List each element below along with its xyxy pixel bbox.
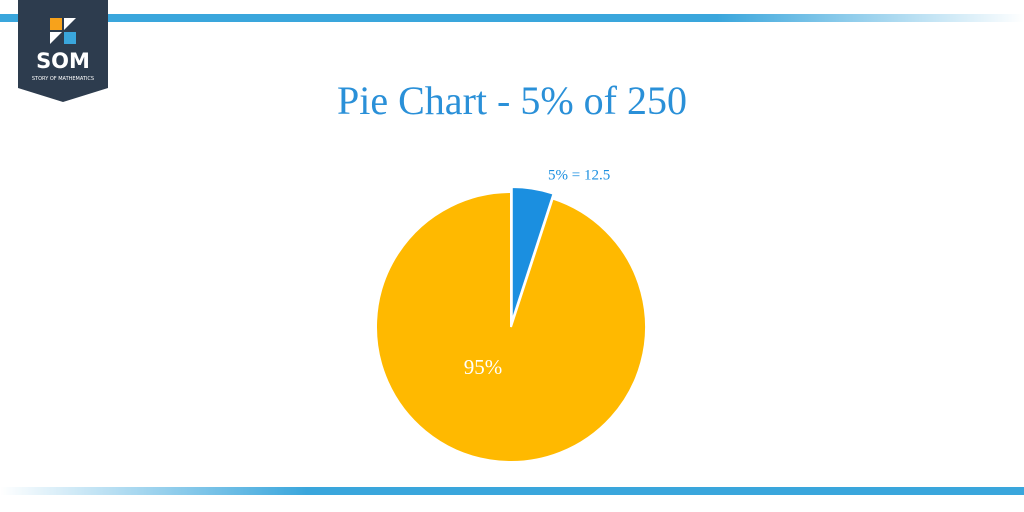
- value-label: 5% = 12.5: [548, 167, 610, 183]
- logo-icon: [50, 32, 62, 44]
- top-bar: [0, 14, 1024, 22]
- logo: SOM STORY OF MATHEMATICS: [18, 0, 108, 102]
- pie-slice: [375, 190, 647, 463]
- pie-slice: [510, 186, 555, 323]
- logo-icon: [64, 18, 76, 30]
- logo-subtitle: STORY OF MATHEMATICS: [32, 76, 94, 82]
- logo-banner: [18, 0, 108, 102]
- pie: 5% = 12.5 95%: [375, 167, 647, 463]
- logo-text: SOM: [36, 49, 90, 73]
- chart-title: Pie Chart - 5% of 250: [337, 78, 687, 123]
- value-label: 95%: [464, 355, 503, 379]
- bottom-bar: [0, 487, 1024, 495]
- logo-icon: [50, 18, 62, 30]
- logo-icon: [64, 32, 76, 44]
